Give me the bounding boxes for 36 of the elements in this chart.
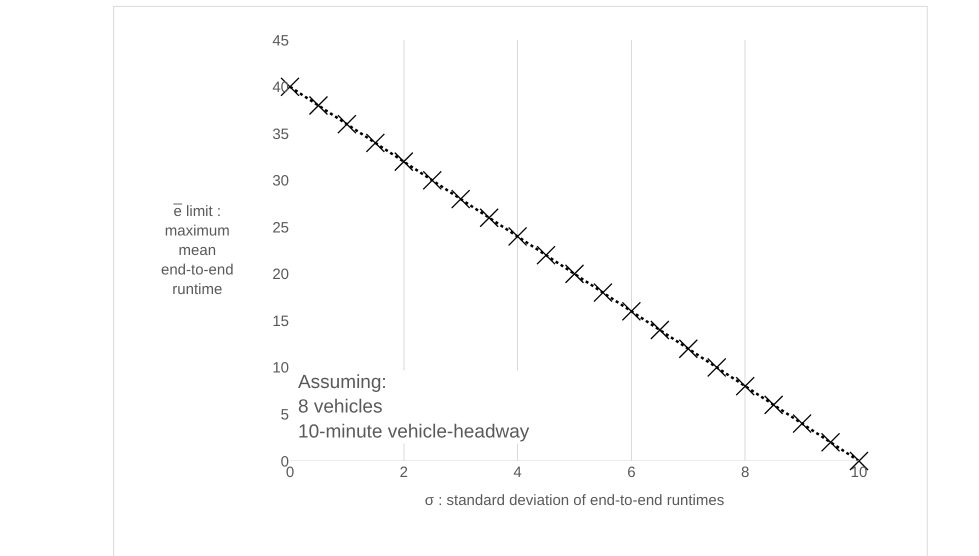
- y-tick-label: 5: [280, 406, 289, 424]
- point: [593, 282, 613, 302]
- x-tick-label: 2: [400, 464, 408, 481]
- point: [820, 432, 840, 452]
- annotation: Assuming: 8 vehicles 10-minute vehicle-headway: [298, 372, 530, 442]
- x-axis-title: σ : standard deviation of end-to-end runtimes: [424, 492, 724, 509]
- point: [451, 189, 470, 209]
- x-tick-label: 10: [850, 464, 868, 481]
- point: [536, 246, 556, 265]
- point: [308, 96, 328, 116]
- y-tick-label: 35: [272, 126, 289, 143]
- point: [422, 170, 442, 190]
- y-tick-label: 20: [272, 266, 289, 284]
- point: [736, 376, 755, 396]
- point: [792, 414, 812, 434]
- point: [707, 358, 726, 378]
- x-tick-label: 8: [741, 464, 750, 481]
- point: [366, 133, 385, 153]
- y-tick-label: 10: [272, 360, 289, 377]
- point: [508, 226, 528, 246]
- point: [564, 264, 584, 284]
- point: [480, 208, 499, 228]
- y-tick-label: 25: [272, 219, 289, 236]
- point: [678, 339, 698, 358]
- point: [394, 152, 414, 172]
- y-tick-label: 30: [272, 172, 289, 190]
- x-tick-label: 4: [513, 464, 522, 481]
- y-tick-label: 40: [272, 79, 289, 96]
- y-tick-label: 15: [272, 312, 289, 330]
- point: [650, 320, 670, 340]
- y-tick-label: 45: [272, 32, 289, 50]
- point: [622, 302, 642, 321]
- point: [764, 395, 784, 415]
- y-axis-title: e̅ limit : maximum mean end-to-end runtime: [161, 203, 234, 298]
- point: [337, 114, 357, 134]
- x-tick-label: 6: [627, 464, 636, 481]
